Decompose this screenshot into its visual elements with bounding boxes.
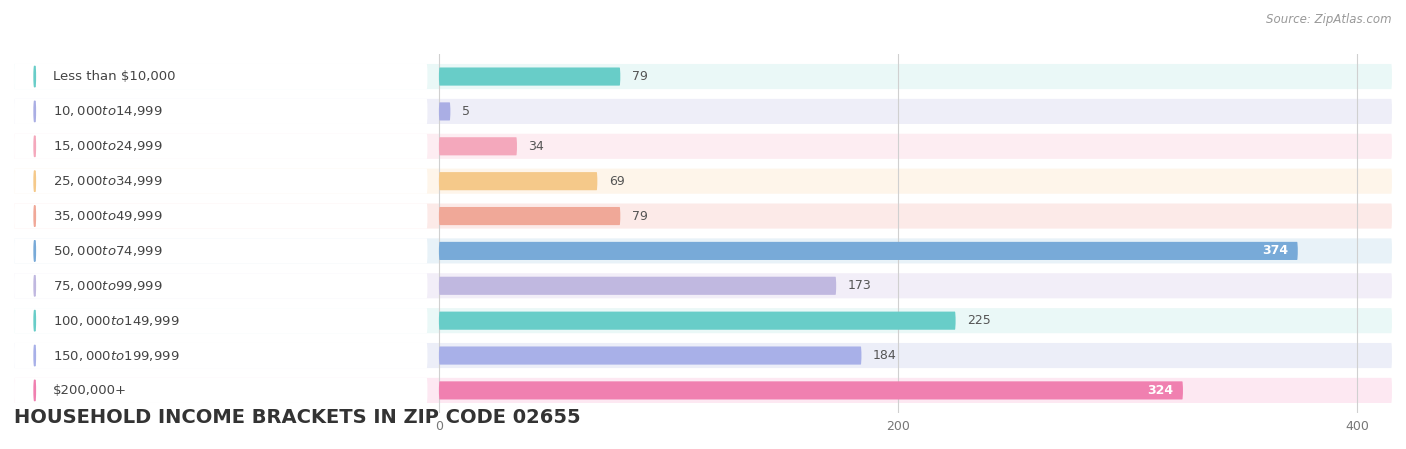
FancyBboxPatch shape [14, 378, 427, 403]
Text: Source: ZipAtlas.com: Source: ZipAtlas.com [1267, 13, 1392, 26]
Text: $25,000 to $34,999: $25,000 to $34,999 [53, 174, 163, 188]
FancyBboxPatch shape [439, 102, 450, 120]
FancyBboxPatch shape [14, 134, 427, 159]
FancyBboxPatch shape [439, 137, 517, 155]
FancyBboxPatch shape [14, 99, 427, 124]
FancyBboxPatch shape [14, 273, 427, 298]
FancyBboxPatch shape [14, 203, 1392, 229]
FancyBboxPatch shape [439, 312, 956, 330]
Text: $75,000 to $99,999: $75,000 to $99,999 [53, 279, 163, 293]
FancyBboxPatch shape [14, 169, 427, 194]
Text: Less than $10,000: Less than $10,000 [53, 70, 176, 83]
FancyBboxPatch shape [14, 343, 427, 368]
FancyBboxPatch shape [14, 308, 1392, 333]
FancyBboxPatch shape [14, 308, 427, 333]
Text: 173: 173 [848, 279, 872, 292]
FancyBboxPatch shape [14, 64, 427, 89]
FancyBboxPatch shape [14, 273, 1392, 298]
Text: 374: 374 [1263, 244, 1289, 257]
Text: $100,000 to $149,999: $100,000 to $149,999 [53, 314, 180, 328]
FancyBboxPatch shape [14, 238, 1392, 264]
FancyBboxPatch shape [14, 378, 1392, 403]
FancyBboxPatch shape [439, 381, 1182, 400]
Text: $35,000 to $49,999: $35,000 to $49,999 [53, 209, 163, 223]
Text: 69: 69 [609, 175, 624, 188]
FancyBboxPatch shape [14, 134, 1392, 159]
FancyBboxPatch shape [14, 169, 1392, 194]
Text: 324: 324 [1147, 384, 1174, 397]
FancyBboxPatch shape [14, 238, 427, 264]
Text: $10,000 to $14,999: $10,000 to $14,999 [53, 105, 163, 119]
FancyBboxPatch shape [439, 242, 1298, 260]
FancyBboxPatch shape [439, 172, 598, 190]
Text: HOUSEHOLD INCOME BRACKETS IN ZIP CODE 02655: HOUSEHOLD INCOME BRACKETS IN ZIP CODE 02… [14, 408, 581, 427]
Text: 225: 225 [967, 314, 991, 327]
Text: 79: 79 [631, 210, 648, 223]
FancyBboxPatch shape [439, 347, 862, 365]
Text: $200,000+: $200,000+ [53, 384, 127, 397]
Text: $50,000 to $74,999: $50,000 to $74,999 [53, 244, 163, 258]
FancyBboxPatch shape [439, 277, 837, 295]
FancyBboxPatch shape [439, 207, 620, 225]
FancyBboxPatch shape [14, 203, 427, 229]
Text: 184: 184 [873, 349, 897, 362]
FancyBboxPatch shape [439, 67, 620, 86]
Text: 34: 34 [529, 140, 544, 153]
FancyBboxPatch shape [14, 343, 1392, 368]
Text: $150,000 to $199,999: $150,000 to $199,999 [53, 348, 180, 362]
Text: 5: 5 [463, 105, 470, 118]
FancyBboxPatch shape [14, 64, 1392, 89]
FancyBboxPatch shape [14, 99, 1392, 124]
Text: 79: 79 [631, 70, 648, 83]
Text: $15,000 to $24,999: $15,000 to $24,999 [53, 139, 163, 153]
